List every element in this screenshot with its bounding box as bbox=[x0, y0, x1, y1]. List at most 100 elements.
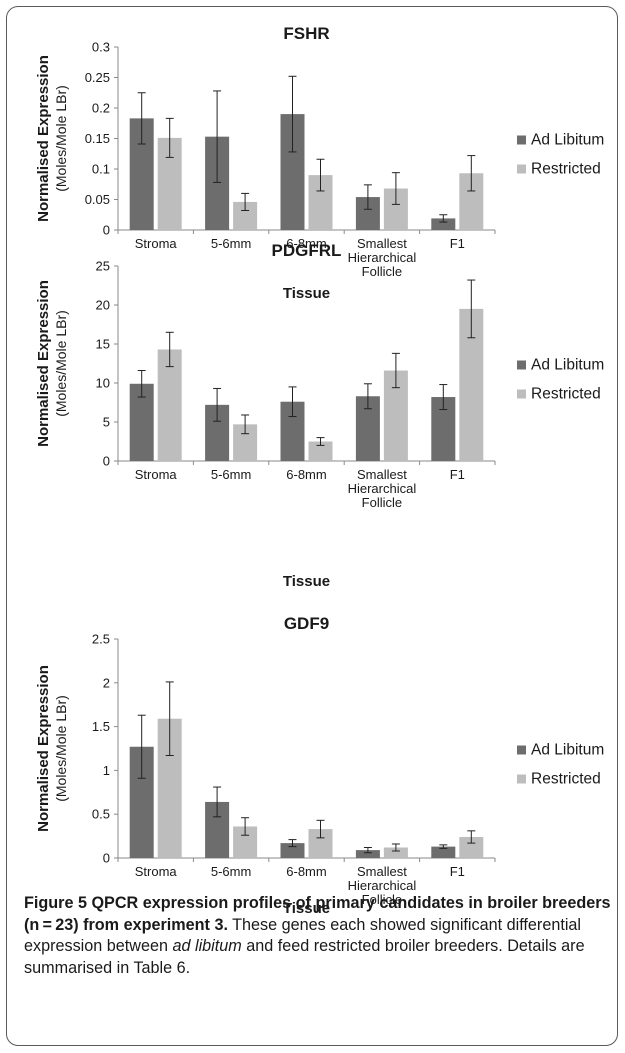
bar-ad-libitum bbox=[431, 218, 456, 230]
y-tick-label: 0 bbox=[103, 454, 110, 469]
y-tick-label: 0.2 bbox=[92, 101, 110, 116]
x-category-label: Follicle bbox=[362, 264, 402, 279]
legend-label: Ad Libitum bbox=[531, 742, 604, 759]
y-axis-label: Normalised Expression bbox=[35, 280, 52, 447]
x-category-label: 5-6mm bbox=[211, 236, 251, 251]
error-bar bbox=[165, 117, 174, 158]
y-axis-sublabel: (Moles/Mole LBr) bbox=[53, 695, 69, 802]
legend-label: Restricted bbox=[531, 386, 601, 403]
error-bar bbox=[241, 192, 250, 211]
error-bar bbox=[288, 75, 297, 153]
y-tick-label: 0.5 bbox=[92, 807, 110, 822]
legend-label: Restricted bbox=[531, 771, 601, 788]
error-bar bbox=[213, 387, 222, 422]
x-category-label: Hierarchical bbox=[348, 481, 417, 496]
legend-label: Restricted bbox=[531, 161, 601, 178]
error-bar bbox=[316, 158, 325, 192]
error-bar bbox=[467, 279, 476, 339]
bar-restricted bbox=[157, 349, 182, 461]
legend-swatch bbox=[517, 389, 526, 399]
x-category-label: 6-8mm bbox=[286, 467, 326, 482]
chart-title: FSHR bbox=[283, 24, 329, 43]
y-axis-sublabel: (Moles/Mole LBr) bbox=[53, 85, 69, 192]
chart-gdf9: GDF9 0 0.5 1 1.5 2 2.5 Normalised Expression (Mo… bbox=[35, 614, 604, 917]
bar-ad-libitum bbox=[431, 846, 456, 858]
x-category-label: Stroma bbox=[135, 236, 178, 251]
x-axis-label: Tissue bbox=[283, 573, 330, 590]
error-bar bbox=[316, 437, 325, 446]
y-axis-sublabel: (Moles/Mole LBr) bbox=[53, 310, 69, 417]
x-axis-label: Tissue bbox=[283, 285, 330, 302]
x-category-label: Smallest bbox=[357, 236, 407, 251]
x-category-label: F1 bbox=[450, 467, 465, 482]
x-category-label: Follicle bbox=[362, 892, 402, 907]
x-category-label: F1 bbox=[450, 236, 465, 251]
y-tick-label: 15 bbox=[96, 337, 110, 352]
error-bar bbox=[363, 846, 372, 854]
chart-fshr: FSHR 0 0.05 0.1 0.15 0.2 0.25 0.3 Normalised Exp… bbox=[35, 24, 604, 302]
y-tick-label: 0.15 bbox=[85, 131, 110, 146]
x-category-label: 6-8mm bbox=[286, 236, 326, 251]
bar-restricted bbox=[308, 441, 333, 461]
error-bar bbox=[137, 714, 146, 779]
legend-swatch bbox=[517, 745, 526, 755]
y-tick-label: 20 bbox=[96, 298, 110, 313]
chart-title: PDGFRL bbox=[272, 241, 342, 260]
y-tick-label: 0 bbox=[103, 851, 110, 866]
x-category-label: Smallest bbox=[357, 864, 407, 879]
x-category-label: 5-6mm bbox=[211, 864, 251, 879]
error-bar bbox=[363, 383, 372, 410]
error-bar bbox=[316, 819, 325, 839]
caption-text-2: and feed restricted broiler breeders. De… bbox=[24, 937, 585, 977]
x-category-label: Hierarchical bbox=[348, 250, 417, 265]
bar-restricted bbox=[383, 847, 408, 858]
error-bar bbox=[439, 384, 448, 411]
bar-ad-libitum bbox=[355, 850, 380, 858]
error-bar bbox=[213, 90, 222, 183]
x-category-label: Follicle bbox=[362, 495, 402, 510]
legend-label: Ad Libitum bbox=[531, 357, 604, 374]
x-category-label: 6-8mm bbox=[286, 864, 326, 879]
error-bar bbox=[439, 214, 448, 223]
y-tick-label: 2.5 bbox=[92, 632, 110, 647]
bar-ad-libitum bbox=[280, 843, 305, 858]
y-tick-label: 10 bbox=[96, 376, 110, 391]
legend-swatch bbox=[517, 135, 526, 145]
error-bar bbox=[288, 386, 297, 418]
y-tick-label: 0.25 bbox=[85, 70, 110, 85]
error-bar bbox=[467, 830, 476, 844]
y-tick-label: 0.1 bbox=[92, 162, 110, 177]
y-tick-label: 0.3 bbox=[92, 40, 110, 55]
error-bar bbox=[137, 370, 146, 398]
y-tick-label: 25 bbox=[96, 259, 110, 274]
x-category-label: F1 bbox=[450, 864, 465, 879]
y-tick-label: 1.5 bbox=[92, 719, 110, 734]
chart-title: GDF9 bbox=[284, 614, 329, 633]
error-bar bbox=[165, 331, 174, 368]
legend-label: Ad Libitum bbox=[531, 132, 604, 149]
figure-caption: Figure 5 QPCR expression profiles of pri… bbox=[24, 893, 614, 979]
legend-swatch bbox=[517, 360, 526, 370]
error-bar bbox=[241, 817, 250, 836]
caption-italic: ad libitum bbox=[172, 937, 242, 955]
legend-swatch bbox=[517, 164, 526, 174]
error-bar bbox=[288, 839, 297, 848]
y-tick-label: 0 bbox=[103, 223, 110, 238]
legend: Ad Libitum Restricted bbox=[517, 357, 604, 403]
chart-pdgfrl: PDGFRL 0 5 10 15 20 25 Normalised Expression (Mo… bbox=[35, 241, 604, 590]
y-axis-label: Normalised Expression bbox=[35, 665, 52, 832]
x-category-label: Hierarchical bbox=[348, 878, 417, 893]
x-axis-label: Tissue bbox=[283, 900, 330, 917]
error-bar bbox=[363, 184, 372, 210]
bar-restricted bbox=[459, 836, 484, 858]
error-bar bbox=[467, 155, 476, 192]
y-axis-label: Normalised Expression bbox=[35, 55, 52, 222]
y-tick-label: 5 bbox=[103, 415, 110, 430]
legend: Ad Libitum Restricted bbox=[517, 742, 604, 788]
x-category-label: Stroma bbox=[135, 467, 178, 482]
x-category-label: Stroma bbox=[135, 864, 178, 879]
y-tick-label: 1 bbox=[103, 763, 110, 778]
caption-title: Figure 5 QPCR expression profiles of pri… bbox=[24, 894, 611, 934]
error-bar bbox=[165, 681, 174, 757]
